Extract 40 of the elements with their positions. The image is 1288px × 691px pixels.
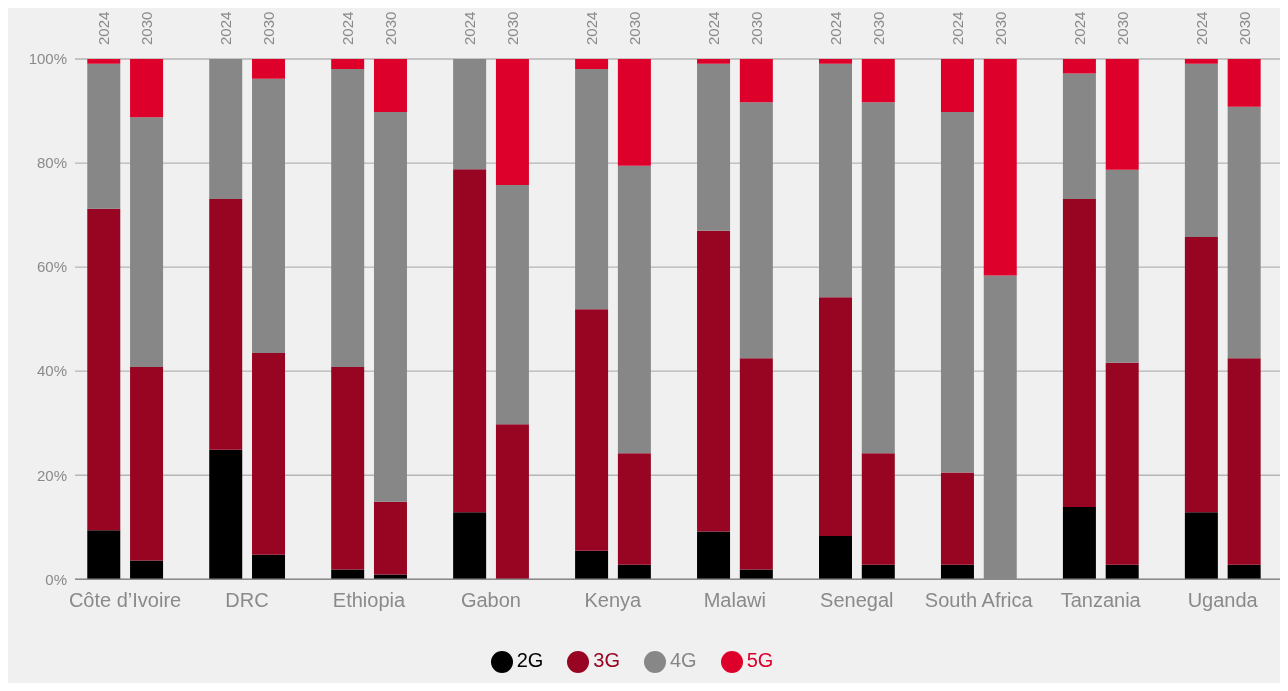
text: South Africa (924, 589, 1034, 612)
x-tick-label: 2024 (948, 11, 966, 45)
y-tick-label: 60% (36, 258, 67, 276)
x-tick-label: 2030 (625, 11, 643, 45)
text: Côte d’Ivoire (68, 589, 182, 612)
x-tick-label: 2030 (1113, 11, 1131, 45)
y-tick-label: 100% (28, 50, 67, 68)
x-tick-label: 2024 (1070, 11, 1088, 45)
text: DRC (225, 589, 269, 612)
text: Malawi (703, 589, 766, 612)
legend-label: 2G (516, 649, 544, 672)
x-tick-label: 2024 (95, 11, 113, 45)
x-tick-label: 2024 (582, 11, 600, 45)
y-tick-label: 0% (45, 570, 67, 588)
x-tick-label: 2030 (137, 11, 155, 45)
x-tick-label: 2024 (826, 11, 844, 45)
x-tick-label: 2030 (869, 11, 887, 45)
y-tick-label: 20% (36, 466, 67, 484)
y-tick-label: 80% (36, 154, 67, 172)
x-tick-label: 2030 (991, 11, 1009, 45)
x-tick-label: 2030 (1235, 11, 1253, 45)
legend-label: 5G (746, 649, 774, 672)
x-tick-label: 2030 (503, 11, 521, 45)
x-tick-label: 2024 (339, 11, 357, 45)
text: Kenya (584, 589, 643, 612)
x-tick-label: 2024 (704, 11, 722, 45)
x-tick-label: 2030 (259, 11, 277, 45)
x-tick-label: 2024 (217, 11, 235, 45)
text: Tanzania (1060, 589, 1142, 612)
legend-label: 4G (670, 649, 697, 672)
text: Senegal (820, 589, 894, 612)
text: Ethiopia (332, 589, 406, 612)
x-tick-label: 2024 (461, 11, 479, 45)
text: Uganda (1187, 589, 1259, 612)
y-tick-label: 40% (36, 362, 67, 380)
x-tick-label: 2030 (747, 11, 765, 45)
legend-label: 3G (593, 649, 620, 672)
x-tick-label: 2024 (1192, 11, 1210, 45)
x-tick-label: 2030 (381, 11, 399, 45)
text: Gabon (460, 589, 521, 612)
